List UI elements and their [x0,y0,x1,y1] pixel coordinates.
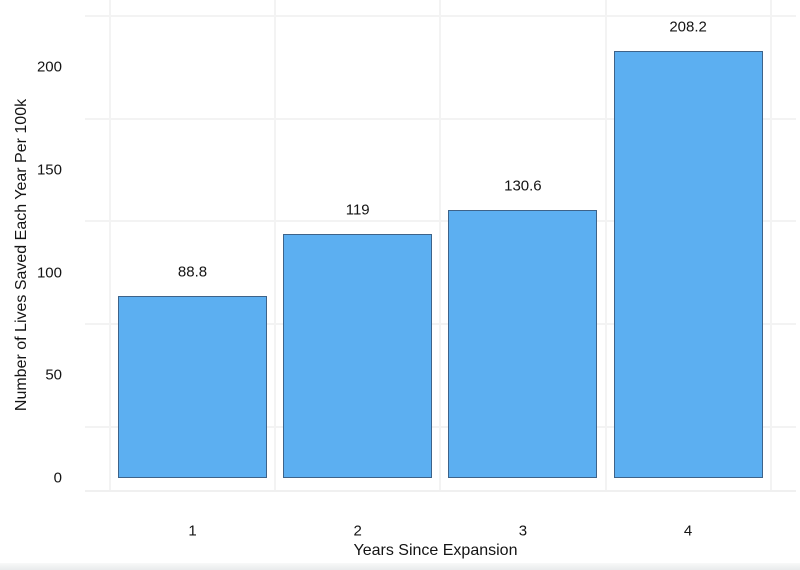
x-tick-label: 3 [518,522,528,540]
horizontal-gridline [85,323,796,326]
bar-value-label: 119 [345,201,370,219]
vertical-gridline [769,0,772,491]
bar-year-1 [118,295,267,478]
bar-year-3 [448,209,598,478]
x-tick-label: 2 [353,522,362,540]
y-tick-label: 200 [36,58,62,76]
y-tick-label: 0 [53,469,62,487]
bar-value-label: 130.6 [504,177,542,195]
vertical-gridline [439,0,442,491]
horizontal-gridline [85,425,796,428]
x-axis-title: Years Since Expansion [353,542,518,559]
horizontal-gridline [85,15,796,18]
bar-year-4 [613,50,763,478]
y-axis-title: Number of Lives Saved Each Year Per 100k [13,98,30,412]
y-tick-label: 50 [45,366,62,384]
y-tick-label: 100 [36,264,62,282]
horizontal-gridline [85,220,796,223]
vertical-gridline [604,0,607,491]
horizontal-gridline [85,117,796,120]
x-tick-label: 4 [683,522,693,540]
y-tick-label: 150 [36,161,62,179]
window-bottom-edge [0,563,800,570]
vertical-gridline [274,0,277,491]
panel-bottom-line [85,490,796,492]
bar-year-2 [283,233,433,478]
bar-value-label: 88.8 [177,263,208,281]
vertical-gridline [108,0,111,491]
x-tick-label: 1 [188,522,197,540]
bar-value-label: 208.2 [669,18,707,36]
